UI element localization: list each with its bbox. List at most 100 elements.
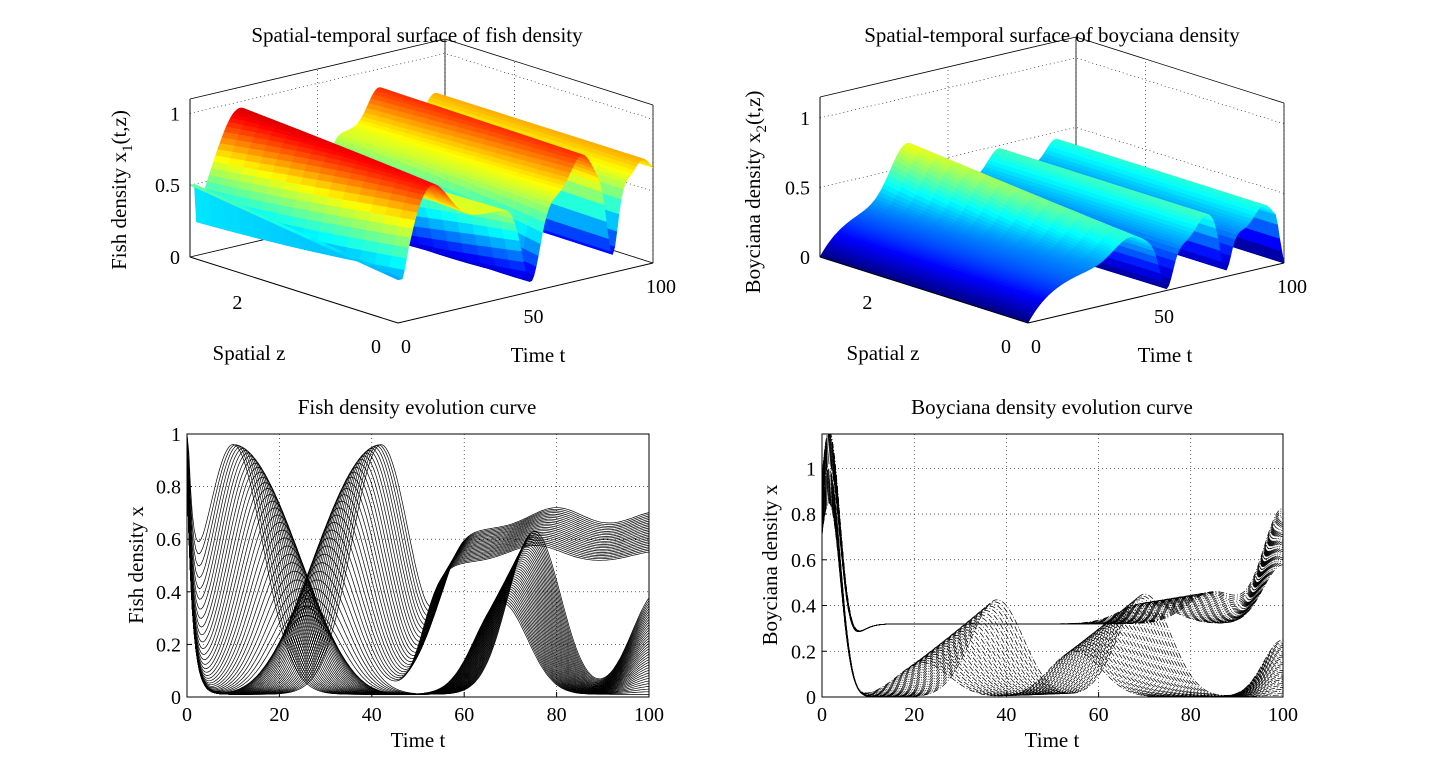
boyciana-curve-panel: Boyciana density evolution curve 0 20 40 60… [758, 395, 1298, 752]
surface-grid-line [819, 127, 1285, 194]
series-line [821, 457, 1284, 632]
series-line [821, 489, 1284, 698]
x-tick-label: 60 [454, 704, 474, 726]
series-line [186, 470, 650, 695]
series-line [821, 454, 1284, 632]
series-line [821, 450, 1284, 632]
surface-y-axis [819, 256, 1029, 324]
boyciana-curve-xlabel: Time t [1025, 728, 1080, 752]
boyciana-surface-ylabel: Spatial z [847, 341, 920, 365]
surface-x-tick-label: 0 [401, 336, 411, 358]
series-line [821, 443, 1284, 632]
fish-surface-ylabel: Spatial z [213, 341, 286, 365]
surface-grid-line [819, 57, 1285, 125]
series-line [821, 441, 1284, 632]
boyciana-surface-title: Spatial-temporal surface of boyciana den… [864, 23, 1240, 47]
series-line [821, 435, 1284, 632]
series-line [186, 467, 650, 695]
x-tick-label: 100 [1268, 704, 1298, 726]
series-line [821, 437, 1284, 632]
series-line [821, 453, 1284, 632]
surface-wall-edge [444, 38, 654, 106]
series-line [821, 436, 1284, 632]
series-line [821, 469, 1284, 698]
fish-surface-panel: Spatial-temporal surface of fish density… [107, 23, 676, 367]
series-line [821, 476, 1284, 698]
fish-curve-xlabel: Time t [391, 728, 446, 752]
surface-z-tick-label: 0.5 [785, 177, 810, 199]
series-line [186, 470, 650, 695]
series-line [186, 470, 650, 695]
fish-surface-title: Spatial-temporal surface of fish density [251, 23, 583, 47]
fish-surface-zlabel-main: Fish density x [107, 152, 131, 270]
series-line [186, 470, 650, 695]
series-line [821, 467, 1284, 698]
y-tick-label: 0 [806, 687, 816, 709]
series-line [821, 459, 1284, 632]
surface-x-tick-label: 100 [1277, 276, 1307, 298]
y-tick-label: 1 [171, 424, 181, 446]
boyciana-curve-title: Boyciana density evolution curve [911, 395, 1193, 419]
series-line [821, 482, 1284, 698]
series-line [821, 491, 1284, 698]
series-line [186, 470, 650, 695]
y-tick-label: 0.6 [791, 550, 816, 572]
series-line [821, 483, 1284, 698]
x-tick-label: 20 [269, 704, 289, 726]
series-line [186, 470, 650, 695]
series-line [821, 472, 1284, 698]
surface-x-tick-label: 50 [1154, 306, 1174, 328]
surface-y-tick-label: 0 [371, 336, 381, 358]
fish-curve-ylabel: Fish density x [124, 506, 148, 624]
surface-x-axis [1027, 262, 1285, 324]
series-line [821, 471, 1284, 698]
series-line [821, 494, 1283, 698]
series-line [186, 470, 650, 695]
series-line [821, 488, 1284, 698]
surface-y-tick-label: 2 [232, 292, 242, 314]
surface-y-tick-label: 2 [862, 292, 872, 314]
fish-curve-title: Fish density evolution curve [298, 395, 537, 419]
series-line [821, 433, 1284, 632]
boyciana-surface-zlabel-sub: 2 [754, 125, 770, 133]
series-line [821, 452, 1284, 632]
surface-y-tick-label: 0 [1001, 336, 1011, 358]
boyciana-surface-zlabel-main: Boyciana density x [741, 132, 765, 293]
series-line [186, 470, 650, 695]
series-line [821, 479, 1284, 698]
series-line [186, 470, 650, 695]
series-line [821, 448, 1284, 632]
y-tick-label: 0 [171, 687, 181, 709]
series-line [821, 438, 1284, 632]
series-line [821, 451, 1284, 632]
series-line [186, 470, 650, 695]
series-line [186, 467, 650, 695]
series-line [821, 442, 1284, 632]
fish-surface-zlabel-tail: (t,z) [107, 110, 131, 144]
surface-y-axis [189, 256, 399, 324]
surface-z-tick-label: 0.5 [155, 175, 180, 197]
series-line [821, 486, 1284, 698]
series-line [186, 444, 650, 695]
x-tick-label: 60 [1089, 704, 1109, 726]
series-line [186, 470, 650, 695]
surface-x-tick-label: 100 [646, 276, 676, 298]
y-tick-label: 0.4 [156, 582, 181, 604]
fish-surface-ticks: 0 50 100 0 2 0 0.5 1 [155, 99, 676, 358]
surface-x-tick-label: 0 [1031, 336, 1041, 358]
fish-curve-ticks: 0 20 40 60 80 100 0 0.2 0.4 0.6 0.8 1 [156, 424, 664, 726]
boyciana-curve-lines [821, 433, 1284, 698]
series-line [821, 460, 1284, 633]
boyciana-curve-axes-box [821, 433, 1284, 698]
boyciana-surface-mesh [819, 138, 1285, 324]
boyciana-curve-ticks: 0 20 40 60 80 100 0 0.2 0.4 0.6 0.8 1 [791, 458, 1298, 726]
series-line [821, 497, 1283, 698]
fish-surface-xlabel: Time t [511, 343, 566, 367]
boyciana-surface-zlabel-tail: (t,z) [741, 91, 765, 125]
series-line [821, 444, 1284, 632]
series-line [186, 470, 650, 695]
boyciana-curve-grid [822, 434, 1283, 697]
series-line [821, 468, 1284, 698]
surface-x-axis [397, 262, 654, 324]
